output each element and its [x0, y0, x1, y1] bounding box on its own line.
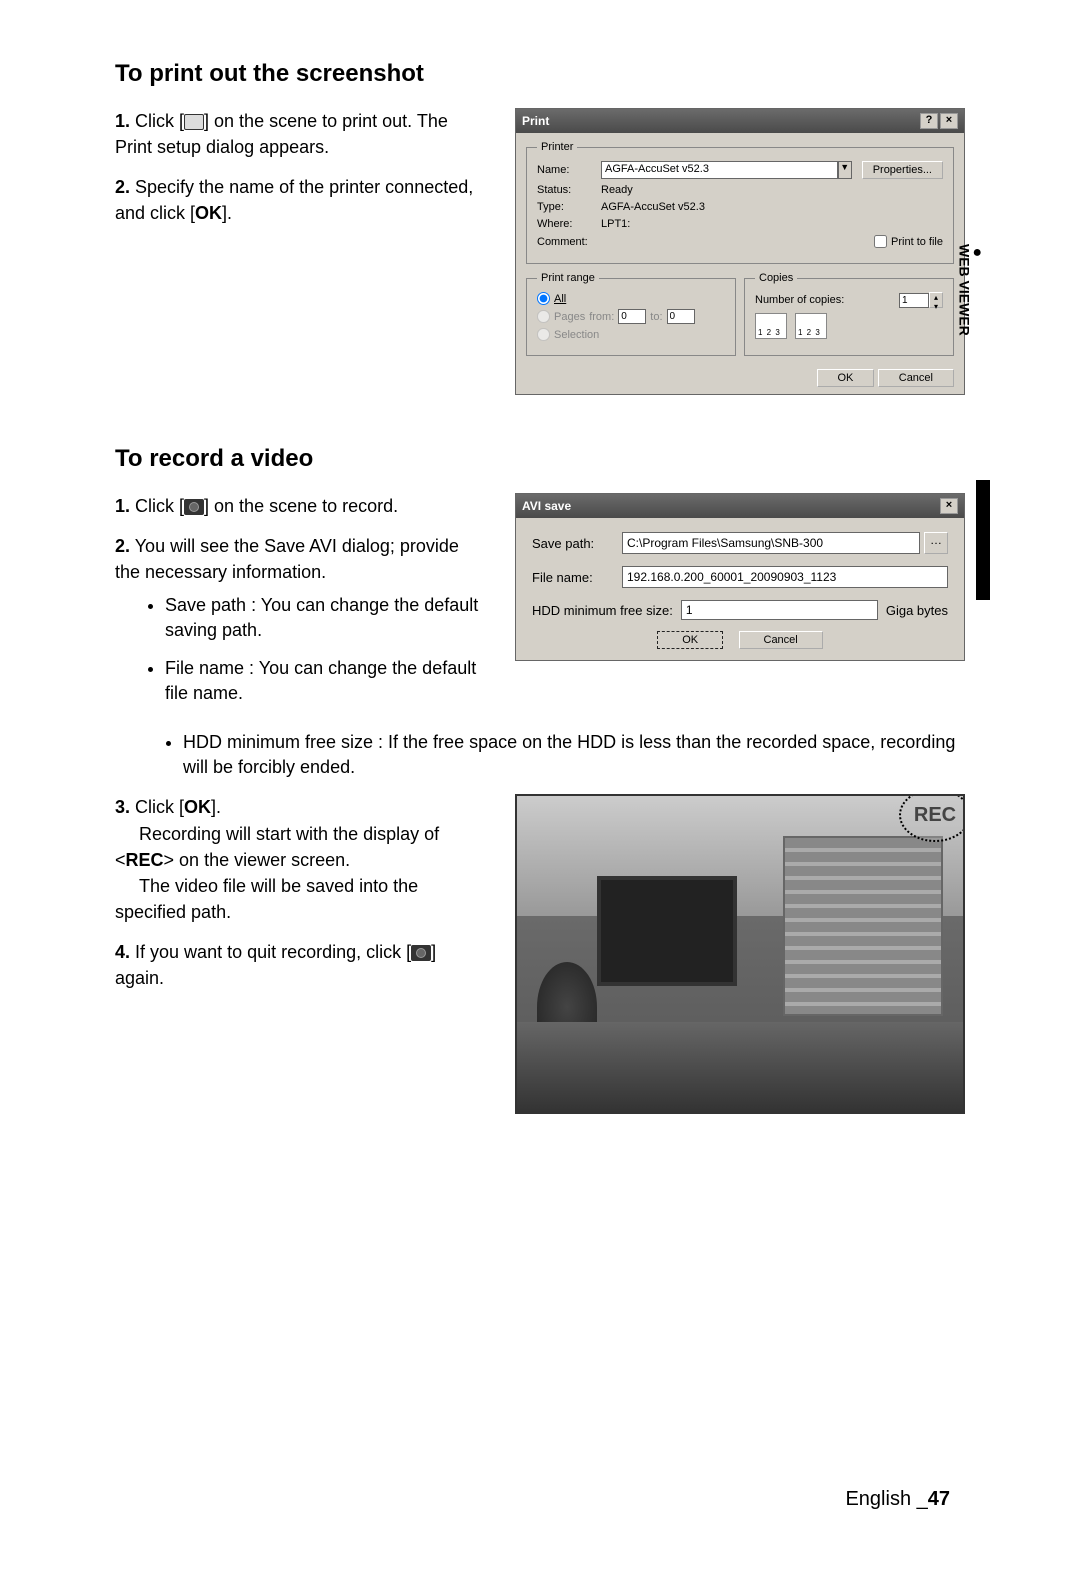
- sel-label: Selection: [554, 329, 599, 341]
- properties-button[interactable]: Properties...: [862, 161, 943, 179]
- where-label: Where:: [537, 218, 601, 230]
- print-to-file-check[interactable]: Print to file: [874, 235, 943, 248]
- s2-step4: 4. If you want to quit recording, click …: [115, 939, 485, 991]
- ok-button[interactable]: OK: [817, 369, 875, 387]
- print-dialog: Print ? × Printer Name: AGFA-AccuSet v52…: [515, 108, 965, 395]
- s3a: Click [: [135, 797, 184, 817]
- filename-label: File name:: [532, 570, 622, 585]
- record-icon-2: [411, 945, 431, 961]
- s2-n3: 3.: [115, 797, 130, 817]
- type-label: Type:: [537, 201, 601, 213]
- s1-num1: 1.: [115, 111, 130, 131]
- footer-page: 47: [928, 1488, 950, 1510]
- hdd-input[interactable]: [681, 600, 878, 620]
- printer-icon: [184, 114, 204, 130]
- status-value: Ready: [601, 184, 633, 196]
- close-button[interactable]: ×: [940, 113, 958, 129]
- browse-button[interactable]: …: [924, 532, 948, 554]
- hdd-label: HDD minimum free size:: [532, 603, 673, 618]
- page-footer: English _47: [845, 1488, 950, 1511]
- savepath-label: Save path:: [532, 536, 622, 551]
- comment-label: Comment:: [537, 236, 601, 248]
- record-icon: [184, 499, 204, 515]
- s3c: ].: [211, 797, 221, 817]
- s3b: OK: [184, 797, 211, 817]
- printer-legend: Printer: [537, 141, 577, 153]
- print-title: Print: [522, 114, 549, 128]
- hdd-unit: Giga bytes: [886, 603, 948, 618]
- s1-num2: 2.: [115, 177, 130, 197]
- s2-2t: You will see the Save AVI dialog; provid…: [115, 536, 459, 582]
- avi-cancel-button[interactable]: Cancel: [739, 631, 823, 649]
- cancel-button[interactable]: Cancel: [878, 369, 954, 387]
- to-label: to:: [650, 311, 662, 323]
- to-input[interactable]: [667, 309, 695, 324]
- bullet-filename: File name : You can change the default f…: [165, 656, 485, 706]
- bullet-savepath: Save path : You can change the default s…: [165, 593, 485, 643]
- s2-n4: 4.: [115, 942, 130, 962]
- s1-t2c: ].: [222, 203, 232, 223]
- s3g: The video file will be saved into the sp…: [115, 876, 418, 922]
- s3f: > on the viewer screen.: [164, 850, 351, 870]
- s4a: If you want to quit recording, click [: [135, 942, 411, 962]
- from-label: from:: [589, 311, 614, 323]
- s3e: REC: [126, 850, 164, 870]
- radio-selection[interactable]: Selection: [537, 328, 725, 341]
- where-value: LPT1:: [601, 218, 630, 230]
- s2-1b: ] on the scene to record.: [204, 496, 398, 516]
- avi-close-button[interactable]: ×: [940, 498, 958, 514]
- dropdown-icon[interactable]: ▼: [838, 161, 852, 179]
- s2-n2: 2.: [115, 536, 130, 556]
- name-label: Name:: [537, 164, 601, 176]
- avi-title: AVI save: [522, 499, 571, 513]
- s2-step2: 2. You will see the Save AVI dialog; pro…: [115, 533, 485, 706]
- copies-spinner[interactable]: ▴▾: [899, 292, 943, 308]
- radio-pages[interactable]: Pages from: to:: [537, 309, 725, 324]
- s1-t2b: OK: [195, 203, 222, 223]
- savepath-input[interactable]: [622, 532, 920, 554]
- radio-all[interactable]: All: [537, 292, 725, 305]
- help-button[interactable]: ?: [920, 113, 938, 129]
- avi-dialog: AVI save × Save path: … File name: HDD m…: [515, 493, 965, 661]
- side-marker: [976, 480, 990, 600]
- s1-step2: 2. Specify the name of the printer conne…: [115, 174, 485, 226]
- bullet-hdd: HDD minimum free size : If the free spac…: [183, 730, 965, 780]
- status-label: Status:: [537, 184, 601, 196]
- s2-n1: 1.: [115, 496, 130, 516]
- section1-title: To print out the screenshot: [115, 60, 965, 88]
- collate-illustration: [755, 313, 943, 339]
- s1-t2: Specify the name of the printer connecte…: [115, 177, 473, 223]
- printer-name-select[interactable]: AGFA-AccuSet v52.3: [601, 161, 838, 179]
- s1-step1: 1. Click [] on the scene to print out. T…: [115, 108, 485, 160]
- all-label: All: [554, 293, 566, 305]
- from-input[interactable]: [618, 309, 646, 324]
- side-tab-label: WEB VIEWER: [956, 244, 972, 336]
- copies-label: Number of copies:: [755, 294, 844, 306]
- pages-label: Pages: [554, 311, 585, 323]
- filename-input[interactable]: [622, 566, 948, 588]
- video-preview: REC: [515, 794, 965, 1114]
- copies-legend: Copies: [755, 272, 797, 284]
- range-legend: Print range: [537, 272, 599, 284]
- ptf-label: Print to file: [891, 236, 943, 248]
- s1-t1a: Click [: [135, 111, 184, 131]
- s2-step1: 1. Click [ ] on the scene to record.: [115, 493, 485, 519]
- footer-lang: English _: [845, 1488, 927, 1510]
- side-tab: ● WEB VIEWER: [954, 240, 984, 340]
- avi-ok-button[interactable]: OK: [657, 631, 723, 649]
- s2-1a: Click [: [135, 496, 184, 516]
- type-value: AGFA-AccuSet v52.3: [601, 201, 705, 213]
- s2-step3: 3. Click [OK]. Recording will start with…: [115, 794, 485, 924]
- section2-title: To record a video: [115, 445, 965, 473]
- copies-input[interactable]: [899, 293, 929, 308]
